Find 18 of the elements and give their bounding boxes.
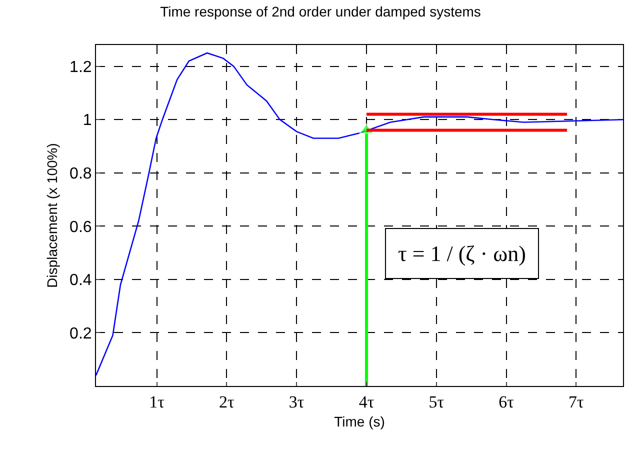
annotation: τ = 1 / (ζ · ωn) — [398, 241, 526, 266]
y-tick-label: 0.2 — [70, 325, 92, 342]
y-axis-title: Displacement (x 100%) — [44, 143, 60, 288]
y-tick-label: 0.4 — [70, 272, 92, 290]
x-tick-label: 3τ — [288, 392, 304, 412]
x-tick-label: 4τ — [358, 392, 374, 412]
y-tick-label: 1.2 — [70, 58, 92, 76]
x-tick-label: 1τ — [149, 392, 165, 412]
x-tick-label: 2τ — [219, 392, 235, 412]
x-axis-title: Time (s) — [334, 414, 385, 430]
y-tick-label: 0.6 — [70, 218, 92, 236]
x-tick-label: 7τ — [568, 392, 584, 412]
y-tick-label: 0.8 — [70, 165, 92, 182]
y-tick-label: 1 — [82, 112, 92, 130]
x-tick-label: 5τ — [428, 392, 444, 412]
line-series — [96, 52, 623, 376]
chart-title: Time response of 2nd order under damped systems — [160, 4, 481, 20]
x-tick-label: 6τ — [498, 392, 514, 412]
